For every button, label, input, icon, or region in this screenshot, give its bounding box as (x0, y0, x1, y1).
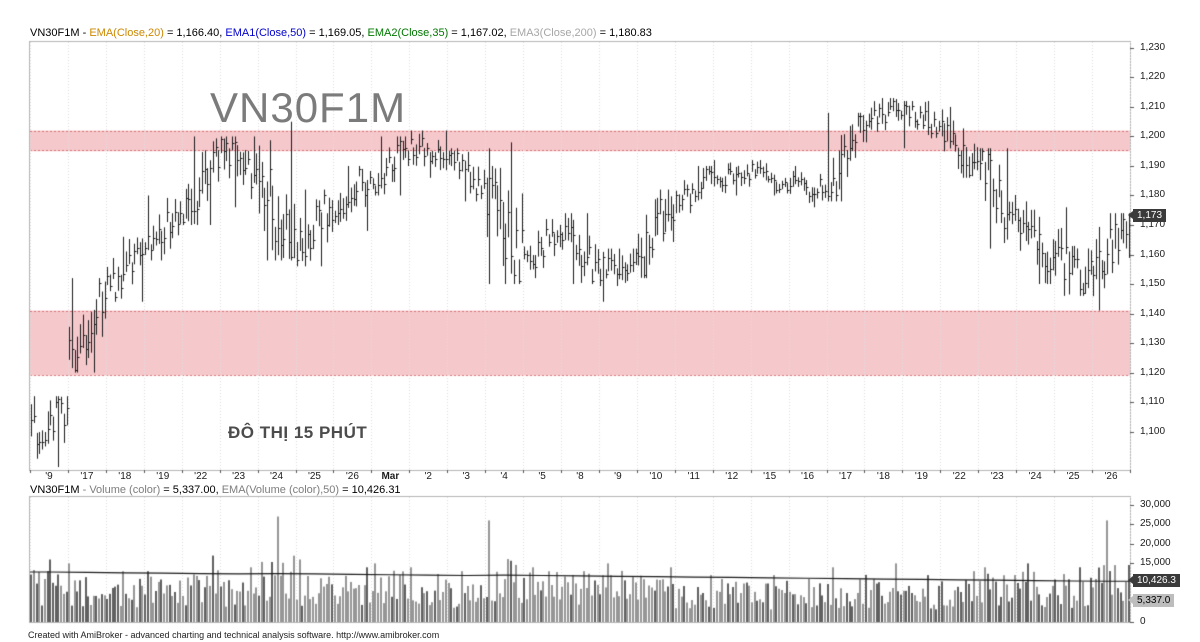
price-axis-label: 1,220 (1140, 71, 1166, 83)
x-axis-label: '10 (649, 471, 663, 482)
price-panel-title: VN30F1M - EMA(Close,20) = 1,166.40, EMA1… (30, 27, 652, 39)
title-segment: = 1,169.05, (306, 27, 368, 39)
price-axis-label: 1,200 (1140, 130, 1166, 142)
x-axis-label: '22 (952, 471, 966, 482)
price-axis-label: 1,150 (1140, 278, 1166, 290)
price-axis-label: 1,100 (1140, 425, 1166, 437)
price-axis-label: 1,180 (1140, 189, 1166, 201)
title-segment: EMA2(Close,35) (367, 27, 449, 39)
x-axis-label: '24 (1028, 471, 1042, 482)
price-axis-label: 1,160 (1140, 248, 1166, 260)
price-chart-area[interactable] (30, 42, 1130, 470)
title-segment: = 1,166.40, (163, 27, 226, 39)
x-axis-label: '19 (156, 471, 170, 482)
title-segment: = 1,180.83 (596, 27, 652, 39)
title-segment: - (79, 27, 90, 39)
price-axis-label: 1,190 (1140, 159, 1166, 171)
volume-axis-label: 15,000 (1140, 557, 1171, 569)
price-axis-label: 1,230 (1140, 41, 1166, 53)
price-axis-label: 1,170 (1140, 219, 1166, 230)
volume-axis-label: 25,000 (1140, 518, 1171, 530)
price-axis-label: 1,130 (1140, 337, 1166, 349)
x-axis: '9 '17 '18 '19 '22 '23 '24 '25 '26 Mar '2 '3 '4 '5 '8 '… (0, 472, 1200, 484)
x-axis-label: '23 (232, 471, 246, 482)
x-axis-label: '17 (80, 471, 94, 482)
volume-axis-label: 0 (1140, 616, 1146, 627)
symbol-watermark: VN30F1M (210, 84, 407, 131)
title-segment: = 10,426.31 (339, 484, 401, 496)
x-axis-label: '12 (725, 471, 739, 482)
x-axis-label: '25 (307, 471, 321, 482)
price-axis-label: 1,120 (1140, 366, 1166, 378)
x-axis-label: '2 (424, 471, 432, 482)
x-axis-label: '5 (538, 471, 546, 482)
volume-value-badge: 5,337.0 (1127, 594, 1175, 608)
title-segment: EMA3(Close,200) (509, 27, 597, 39)
title-segment: VN30F1M (30, 484, 80, 496)
title-segment: = 5,337.00, (160, 484, 222, 496)
x-axis-label: '26 (345, 471, 359, 482)
title-segment: EMA(Close,20) (89, 27, 164, 39)
x-axis-label: '9 (614, 471, 622, 482)
title-segment: - (79, 484, 90, 496)
x-axis-label: '8 (576, 471, 584, 482)
amibroker-credit: Created with AmiBroker - advanced charti… (28, 630, 440, 640)
volume-panel-title: VN30F1M - Volume (color) = 5,337.00, EMA… (30, 484, 401, 496)
x-axis-label: '26 (1104, 471, 1118, 482)
price-axis-label: 1,140 (1140, 307, 1166, 319)
x-axis-label: '11 (687, 471, 700, 482)
price-axis-label: 1,210 (1140, 100, 1166, 112)
last-price-badge: 1,173 (1127, 209, 1167, 223)
title-segment: = 1,167.02, (448, 27, 510, 39)
title-segment: EMA1(Close,50) (225, 27, 307, 39)
x-axis-label: '18 (118, 471, 132, 482)
title-segment: EMA(Volume (color),50) (221, 484, 340, 496)
volume-ema-badge: 10,426.3 (1128, 574, 1180, 588)
x-axis-label: '22 (194, 471, 208, 482)
volume-axis-label: 30,000 (1140, 498, 1171, 510)
volume-chart-area[interactable] (30, 497, 1130, 622)
x-axis-label: '3 (462, 471, 470, 482)
x-axis-label: '18 (876, 471, 890, 482)
x-axis-label: '17 (838, 471, 853, 482)
timeframe-note: ĐÔ THỊ 15 PHÚT (228, 423, 368, 442)
price-axis-label: 1,110 (1140, 396, 1165, 408)
x-axis-label: '4 (500, 471, 508, 482)
title-segment: Volume (color) (89, 484, 161, 496)
x-axis-label: '19 (914, 471, 928, 482)
x-axis-label: '9 (45, 471, 53, 482)
title-segment: VN30F1M (30, 27, 80, 39)
x-axis-label: '23 (990, 471, 1004, 482)
volume-axis-label: 20,000 (1140, 537, 1171, 549)
x-axis-label: Mar (381, 471, 400, 482)
x-axis-label: '24 (270, 471, 284, 482)
x-axis-label: '15 (763, 471, 777, 482)
x-axis-label: '25 (1066, 471, 1080, 482)
x-axis-label: '16 (801, 471, 815, 482)
